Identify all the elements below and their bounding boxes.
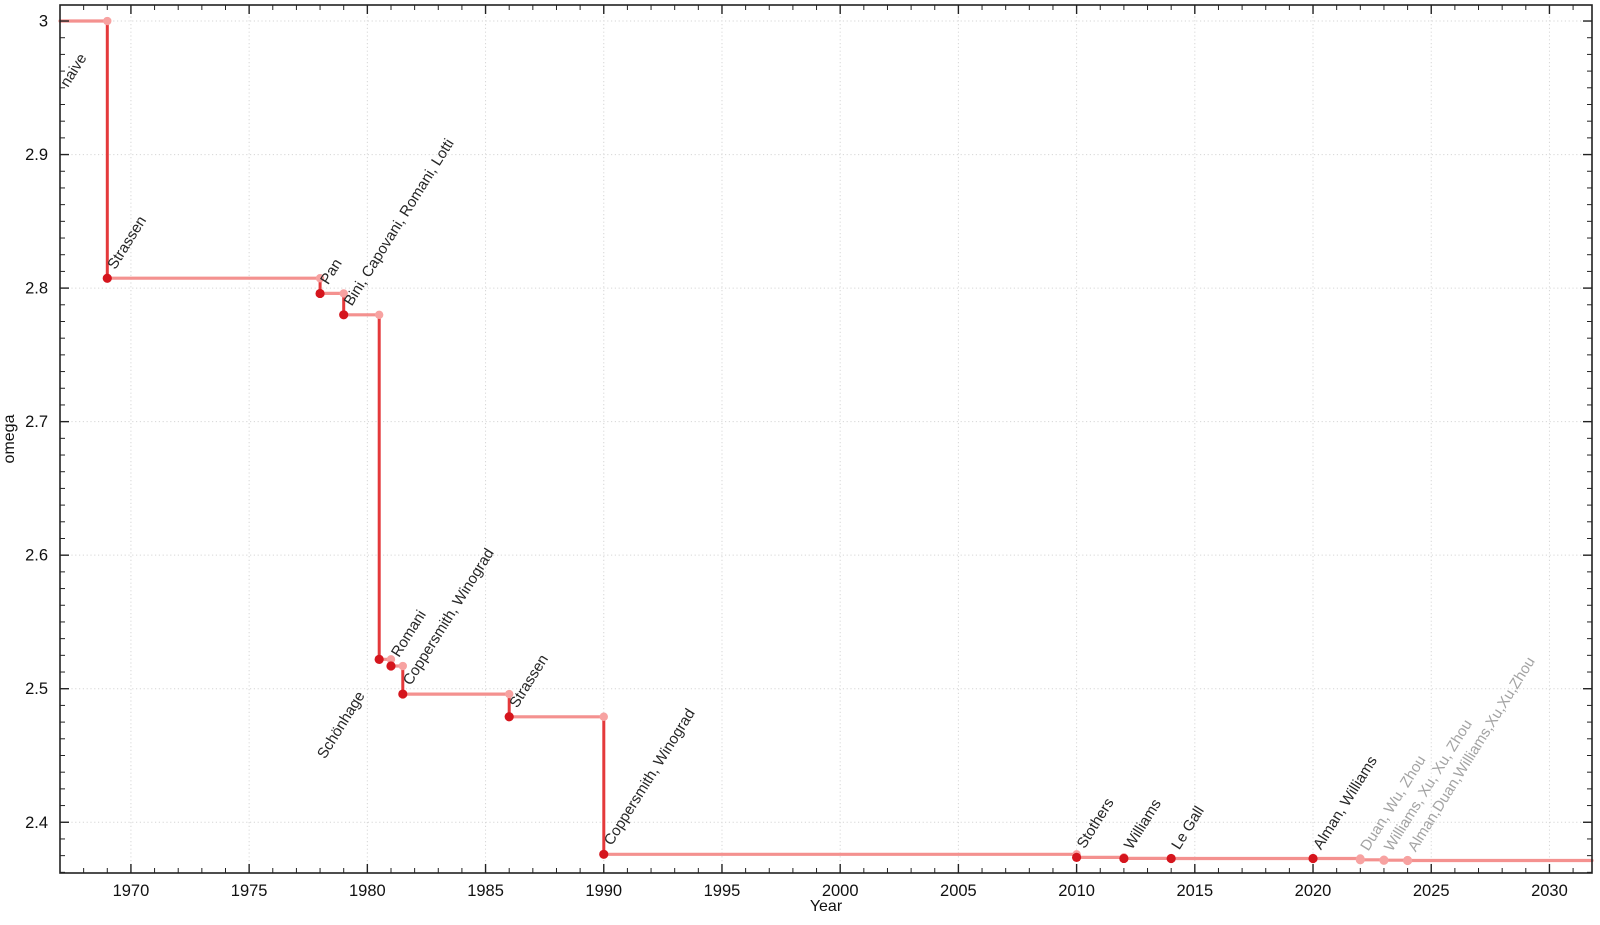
tick-label-x-2010: 2010 bbox=[1058, 882, 1095, 900]
tick-label-x-2025: 2025 bbox=[1413, 882, 1450, 900]
tick-label-x-1990: 1990 bbox=[585, 882, 622, 900]
tick-label-x-2030: 2030 bbox=[1531, 882, 1568, 900]
tick-label-x-2015: 2015 bbox=[1176, 882, 1213, 900]
axis-ticks bbox=[59, 5, 1592, 873]
tick-label-y-2.6: 2.6 bbox=[25, 547, 48, 565]
tick-label-y-2.4: 2.4 bbox=[25, 814, 48, 832]
x-axis-label: Year bbox=[810, 898, 843, 915]
corner-point-1979 bbox=[339, 289, 348, 298]
data-point-alman-williams-2020 bbox=[1308, 853, 1318, 864]
tick-label-x-2000: 2000 bbox=[822, 882, 859, 900]
tick-label-y-2.8: 2.8 bbox=[25, 280, 48, 298]
data-point-stothers-2010 bbox=[1072, 852, 1082, 862]
data-point-alman-duan-williams-xu-xu-zhou-2024 bbox=[1402, 855, 1413, 866]
corner-point-1978 bbox=[315, 274, 325, 283]
data-point-williams-xu-xu-zhou-2023 bbox=[1379, 855, 1389, 865]
y-axis-label: omega bbox=[1, 414, 18, 463]
data-point-coppersmith-winograd-1990 bbox=[599, 849, 609, 859]
tick-label-y-2.7: 2.7 bbox=[25, 413, 48, 431]
data-point-strassen-1969 bbox=[102, 273, 112, 283]
corner-point-1969 bbox=[103, 16, 112, 26]
corner-point-1990 bbox=[599, 712, 608, 721]
corner-point-1986 bbox=[504, 689, 514, 699]
data-point-pan-1978 bbox=[315, 288, 325, 299]
data-point-williams-2012 bbox=[1119, 853, 1129, 864]
tick-label-x-2005: 2005 bbox=[940, 882, 977, 900]
data-point-romani-1981 bbox=[386, 661, 396, 671]
tick-label-y-2.9: 2.9 bbox=[25, 146, 48, 164]
tick-label-x-1995: 1995 bbox=[704, 882, 741, 900]
x-tick-labels: 1970 1975 1980 1985 1990 1995 2000 2005 2010 2015… bbox=[113, 882, 1568, 900]
step-line-flat-segments bbox=[58, 19, 1594, 863]
data-point-bini-capovani-romani-lotti-1979 bbox=[339, 310, 349, 320]
data-point-coppersmith-winograd-1982 bbox=[398, 689, 408, 699]
corner-point-1981.5 bbox=[398, 661, 408, 671]
plot-frame bbox=[59, 4, 1593, 874]
tick-label-x-1980: 1980 bbox=[349, 882, 386, 900]
data-point-le-gall-2014 bbox=[1166, 853, 1176, 864]
y-tick-labels: 2.4 2.5 2.6 2.7 2.8 2.9 3 bbox=[25, 13, 48, 832]
tick-label-y-2.5: 2.5 bbox=[25, 680, 48, 698]
tick-label-x-1975: 1975 bbox=[231, 882, 268, 900]
data-point-duan-wu-zhou-2022 bbox=[1355, 855, 1365, 865]
tick-label-x-2020: 2020 bbox=[1295, 882, 1332, 900]
corner-point-1981 bbox=[386, 655, 396, 664]
tick-label-x-1985: 1985 bbox=[467, 882, 504, 900]
corner-point-1980.5 bbox=[374, 310, 384, 320]
data-point-strassen-1986 bbox=[504, 712, 514, 722]
gridlines bbox=[60, 5, 1592, 873]
data-points bbox=[102, 273, 1413, 866]
tick-label-x-1970: 1970 bbox=[113, 882, 150, 900]
tick-label-y-3: 3 bbox=[39, 13, 48, 31]
data-point-sch-nhage-1981 bbox=[374, 654, 384, 664]
